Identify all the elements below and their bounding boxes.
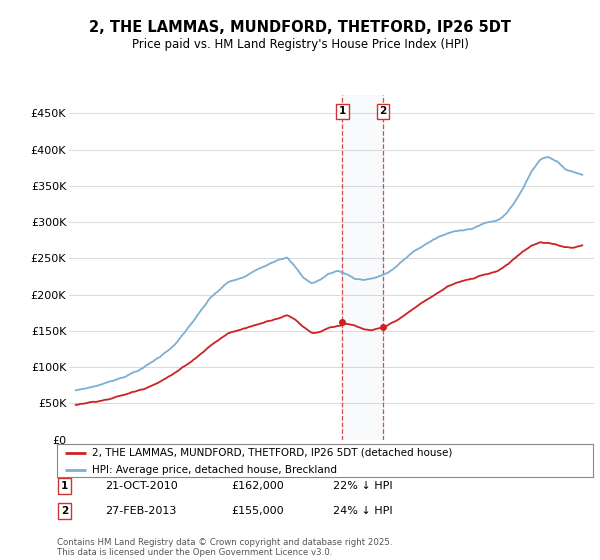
Text: Contains HM Land Registry data © Crown copyright and database right 2025.
This d: Contains HM Land Registry data © Crown c… <box>57 538 392 557</box>
Text: 22% ↓ HPI: 22% ↓ HPI <box>333 481 392 491</box>
Text: 2, THE LAMMAS, MUNDFORD, THETFORD, IP26 5DT (detached house): 2, THE LAMMAS, MUNDFORD, THETFORD, IP26 … <box>92 448 452 458</box>
Bar <box>343 95 383 440</box>
Text: HPI: Average price, detached house, Breckland: HPI: Average price, detached house, Brec… <box>92 465 337 475</box>
Text: £162,000: £162,000 <box>231 481 284 491</box>
Text: Price paid vs. HM Land Registry's House Price Index (HPI): Price paid vs. HM Land Registry's House … <box>131 38 469 51</box>
Text: 21-OCT-2010: 21-OCT-2010 <box>105 481 178 491</box>
Text: 2: 2 <box>379 106 386 116</box>
Text: 1: 1 <box>339 106 346 116</box>
Text: 24% ↓ HPI: 24% ↓ HPI <box>333 506 392 516</box>
Text: £155,000: £155,000 <box>231 506 284 516</box>
Text: 1: 1 <box>61 481 68 491</box>
Text: 2: 2 <box>61 506 68 516</box>
Text: 27-FEB-2013: 27-FEB-2013 <box>105 506 176 516</box>
Text: 2, THE LAMMAS, MUNDFORD, THETFORD, IP26 5DT: 2, THE LAMMAS, MUNDFORD, THETFORD, IP26 … <box>89 20 511 35</box>
